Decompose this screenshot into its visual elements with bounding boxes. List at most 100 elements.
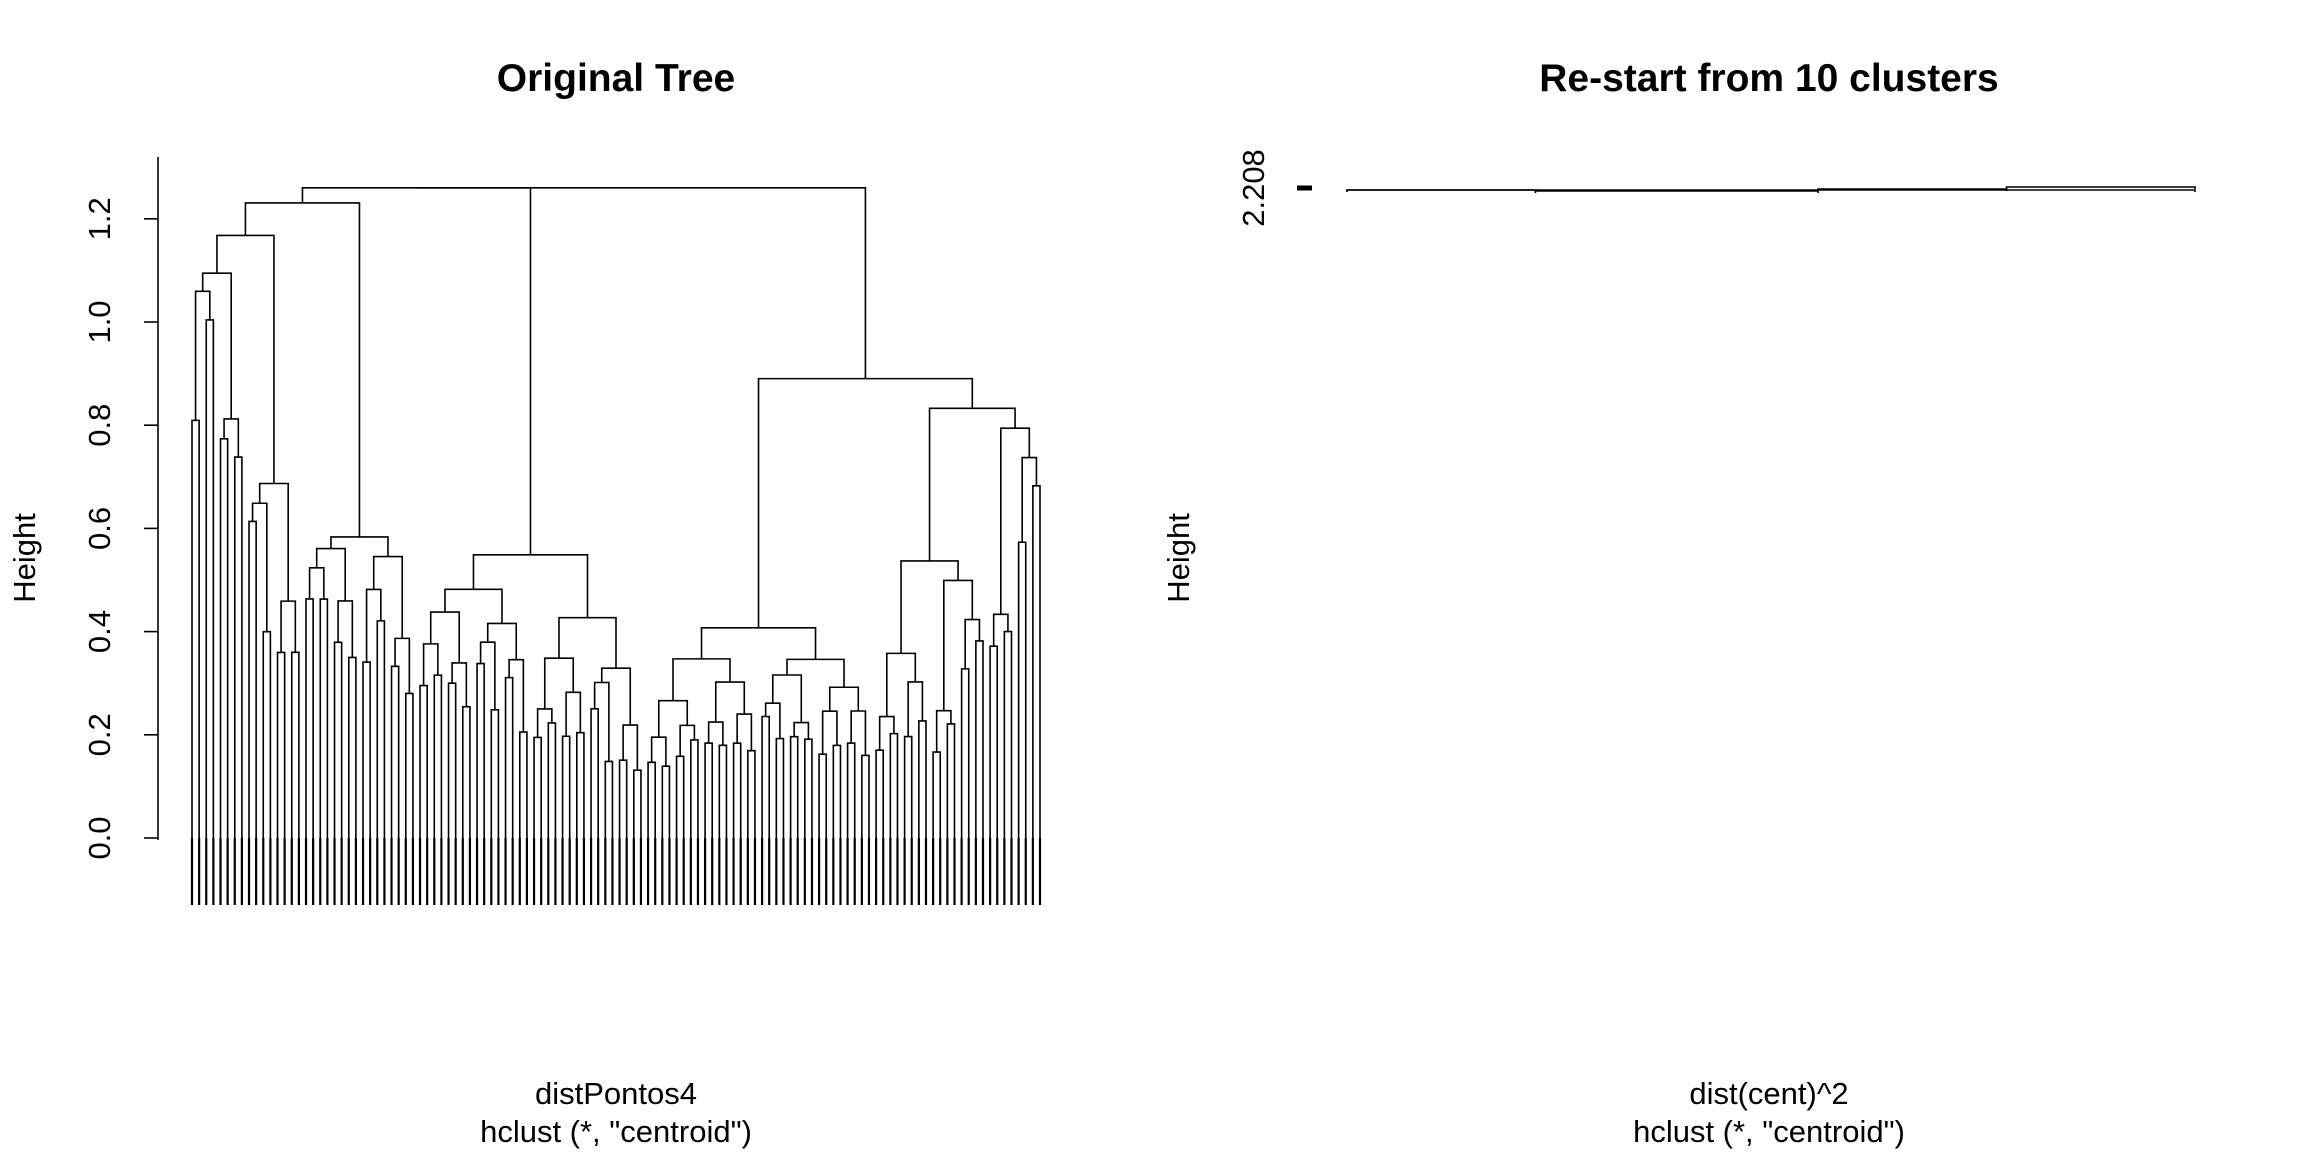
merge-link	[248, 520, 257, 838]
y-tick-label: 0.8	[82, 404, 117, 447]
y-tick-label: 0.0	[82, 816, 117, 859]
merge-link	[736, 713, 753, 751]
merge-link	[219, 437, 229, 838]
merge-link	[233, 456, 243, 838]
x-axis-label: distPontos4	[535, 1076, 697, 1111]
merge-link	[590, 708, 599, 838]
merge-link	[793, 721, 810, 740]
merge-link	[518, 731, 528, 838]
merge-link	[362, 661, 371, 838]
merge-link	[804, 738, 813, 838]
method-subtitle: hclust (*, "centroid")	[1633, 1114, 1905, 1149]
merge-link	[244, 202, 361, 537]
merge-link	[276, 651, 286, 838]
merge-link	[565, 691, 582, 737]
restart-tree-panel: Re-start from 10 clusters Height dist(ce…	[1161, 57, 2196, 1149]
merge-link	[633, 769, 642, 838]
merge-link	[444, 588, 503, 624]
merge-link	[547, 722, 557, 838]
merge-link	[1021, 456, 1038, 543]
merge-link	[604, 760, 614, 838]
merge-link	[918, 720, 927, 838]
merge-link	[337, 600, 354, 658]
merge-link	[885, 652, 917, 717]
merge-link	[429, 611, 461, 663]
merge-link	[451, 662, 468, 707]
merge-link	[305, 598, 314, 838]
merge-link	[390, 665, 400, 838]
y-axis: 0.0 0.2 0.4 0.6 0.8 1.0 1.2	[82, 157, 159, 860]
merge-link	[935, 709, 952, 753]
y-tick-label: 0.6	[82, 507, 117, 550]
merge-link	[900, 560, 959, 654]
merge-link	[419, 684, 428, 838]
leaf-stems	[190, 838, 1042, 905]
merge-link	[308, 567, 325, 600]
merge-link	[543, 657, 575, 709]
merge-link	[618, 759, 628, 838]
merge-link	[533, 736, 542, 838]
y-tick-label: 0.2	[82, 713, 117, 756]
merge-link	[775, 737, 785, 838]
merge-link	[704, 742, 714, 838]
merge-link	[732, 742, 742, 838]
merge-link	[989, 645, 999, 838]
merge-link	[771, 674, 803, 723]
merge-link	[479, 641, 496, 710]
merge-link	[975, 640, 984, 838]
merge-link	[558, 616, 617, 669]
y-tick-label: 0.4	[82, 610, 117, 653]
merge-link	[964, 618, 981, 669]
merge-link	[1346, 189, 2196, 192]
merge-link	[1003, 630, 1013, 838]
merge-link	[301, 187, 532, 555]
merge-link	[280, 600, 297, 653]
merge-link	[416, 187, 867, 379]
merge-link	[960, 668, 970, 838]
y-axis-label: Height	[7, 513, 42, 603]
merge-link	[508, 658, 525, 733]
merge-link	[861, 754, 870, 838]
merge-link	[461, 705, 471, 838]
merge-link	[251, 502, 268, 632]
dendrogram-branches	[1346, 186, 2196, 193]
merge-link	[932, 751, 942, 838]
merge-link	[1534, 190, 1819, 193]
merge-link	[330, 536, 389, 557]
chart-title: Original Tree	[497, 57, 735, 100]
merge-link	[903, 735, 913, 838]
merge-link	[490, 708, 500, 838]
merge-link	[850, 710, 867, 756]
merge-link	[928, 407, 1016, 561]
y-axis: 2.208	[1236, 149, 1312, 227]
merge-link	[433, 674, 443, 838]
merge-link	[504, 676, 514, 838]
dendrogram-branches	[190, 187, 1042, 905]
merge-link	[262, 630, 272, 838]
merge-link	[657, 699, 689, 738]
y-tick-label: 1.2	[82, 197, 117, 240]
y-tick-label: 1.0	[82, 300, 117, 343]
merge-link	[394, 637, 411, 694]
merge-link	[761, 715, 771, 838]
method-subtitle: hclust (*, "centroid")	[480, 1114, 752, 1149]
merge-link	[600, 667, 632, 726]
original-tree-panel: Original Tree Height distPontos4 hclust …	[7, 57, 1042, 1149]
merge-link	[1032, 485, 1041, 838]
merge-link	[992, 613, 1009, 647]
merge-link	[764, 702, 781, 739]
merge-link	[333, 641, 343, 838]
merge-link	[319, 598, 329, 838]
merge-link	[2005, 186, 2196, 189]
merge-link	[593, 681, 610, 762]
merge-link	[647, 761, 656, 838]
merge-link	[714, 681, 746, 723]
merge-link	[661, 765, 671, 838]
merge-link	[376, 620, 386, 838]
merge-link	[447, 682, 457, 838]
merge-link	[404, 692, 414, 838]
x-axis-label: dist(cent)^2	[1689, 1076, 1848, 1111]
merge-link	[828, 686, 860, 712]
merge-link	[878, 715, 895, 751]
